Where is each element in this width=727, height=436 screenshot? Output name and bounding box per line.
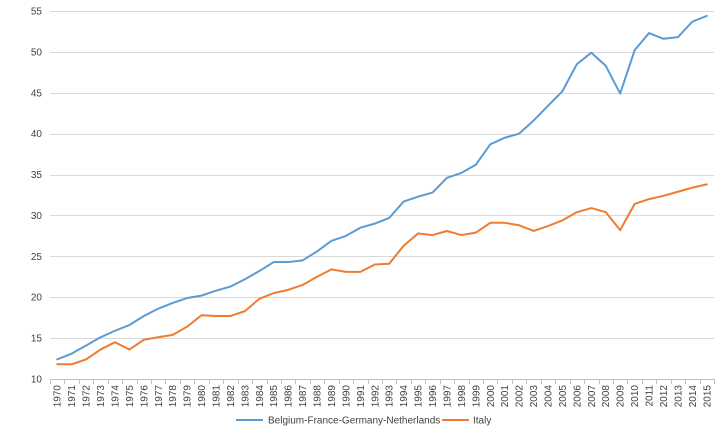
x-tick-label: 1989 — [327, 385, 338, 408]
y-tick-label: 35 — [31, 170, 43, 181]
x-tick-label: 1976 — [139, 385, 150, 408]
x-tick-label: 1988 — [313, 385, 324, 408]
x-tick-label: 2014 — [688, 385, 699, 408]
x-tick-label: 1978 — [168, 385, 179, 408]
x-tick-label: 1973 — [96, 385, 107, 408]
series-lines — [56, 14, 708, 366]
x-tick-label: 1982 — [226, 385, 237, 408]
x-tick-label: 1985 — [269, 385, 280, 408]
x-tick-label: 1999 — [471, 385, 482, 408]
x-tick-label: 1992 — [370, 385, 381, 408]
x-tick-label: 1986 — [284, 385, 295, 408]
grid-lines — [50, 11, 714, 339]
x-tick-label: 1975 — [125, 385, 136, 408]
x-tick-label: 1987 — [298, 385, 309, 408]
legend: Belgium-France-Germany-Netherlands Italy — [236, 416, 491, 427]
y-tick-labels: 10 15 20 25 30 35 40 45 50 55 — [31, 7, 43, 386]
legend-label: Italy — [473, 416, 491, 427]
x-tick-label: 1984 — [255, 385, 266, 408]
x-tick-label: 2004 — [544, 385, 555, 408]
x-tick-label: 2012 — [659, 385, 670, 408]
x-tick-label: 1983 — [240, 385, 251, 408]
x-tick-label: 1979 — [183, 385, 194, 408]
x-tick-label: 1977 — [154, 385, 165, 408]
y-tick-label: 45 — [31, 88, 43, 99]
x-tick-label: 2007 — [587, 385, 598, 408]
x-tick-label: 1970 — [53, 385, 64, 408]
y-tick-label: 40 — [31, 129, 43, 140]
x-tick-label: 1980 — [197, 385, 208, 408]
x-tick-label: 1971 — [67, 385, 78, 408]
x-tick-label: 2011 — [645, 385, 656, 407]
y-tick-label: 20 — [31, 293, 43, 304]
x-tick-label: 1981 — [212, 385, 223, 408]
series-line-italy — [56, 183, 708, 366]
x-tick-label: 1998 — [457, 385, 468, 408]
x-tick-label: 2013 — [673, 385, 684, 408]
x-tick-label: 1997 — [442, 385, 453, 408]
x-tick-label: 1990 — [341, 385, 352, 408]
y-tick-label: 25 — [31, 252, 43, 263]
legend-label: Belgium-France-Germany-Netherlands — [268, 416, 440, 427]
x-tick-label: 2015 — [702, 385, 713, 408]
y-tick-label: 50 — [31, 47, 43, 58]
y-tick-label: 30 — [31, 211, 43, 222]
y-tick-label: 55 — [31, 7, 43, 18]
x-tick-label: 2003 — [529, 385, 540, 408]
x-tick-labels: 1970 1971 1972 1973 1974 1975 1976 1977 1978 1979… — [53, 385, 714, 408]
x-tick-label: 2000 — [486, 385, 497, 408]
y-tick-label: 15 — [31, 334, 43, 345]
x-tick-label: 2001 — [500, 385, 511, 408]
x-tick-label: 1996 — [428, 385, 439, 408]
x-tick-label: 1994 — [399, 385, 410, 408]
y-tick-label: 10 — [31, 375, 43, 386]
x-tick-label: 1995 — [414, 385, 425, 408]
x-tick-label: 2006 — [572, 385, 583, 408]
x-tick-label: 2005 — [558, 385, 569, 408]
x-tick-label: 1974 — [110, 385, 121, 408]
series-line-belgium-france-germany-netherlands — [56, 14, 708, 361]
x-tick-label: 2008 — [601, 385, 612, 408]
x-tick-label: 1991 — [356, 385, 367, 408]
x-tick-label: 1993 — [385, 385, 396, 408]
axes — [50, 379, 715, 384]
x-tick-label: 2010 — [630, 385, 641, 408]
x-tick-label: 1972 — [82, 385, 93, 408]
x-tick-label: 2009 — [616, 385, 627, 408]
x-tick-label: 2002 — [515, 385, 526, 408]
